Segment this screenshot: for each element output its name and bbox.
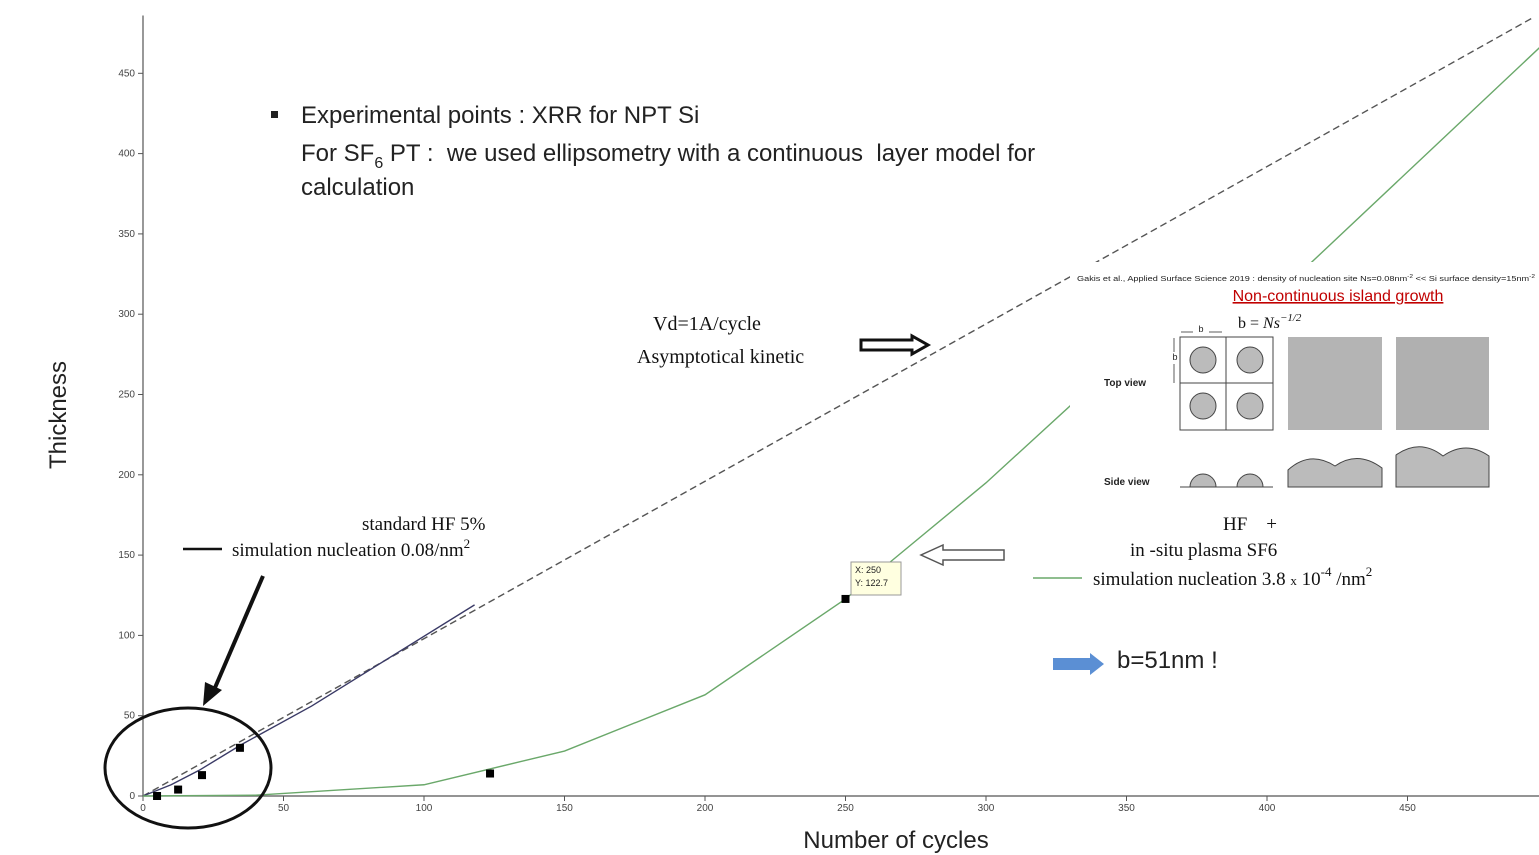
island-profile	[1236, 473, 1264, 488]
note-text: PT : we used ellipsometry with a continu…	[383, 140, 1035, 167]
x-tick-label: 350	[1118, 803, 1135, 814]
formula-text: Ns	[1262, 315, 1280, 332]
citation-text: Gakis et al., Applied Surface Science 20…	[1077, 276, 1407, 283]
note-line: For SF6 PT : we used ellipsometry with a…	[301, 140, 1035, 172]
island	[1236, 392, 1264, 420]
b-side-label: b	[1172, 352, 1177, 362]
datatip	[850, 561, 902, 596]
y-tick-label: 0	[129, 791, 135, 802]
y-tick-label: 200	[118, 470, 135, 481]
citation-sup: -2	[1407, 274, 1413, 280]
y-tick-label: 450	[118, 68, 135, 79]
legend-text: simulation nucleation 0.08/nm	[232, 540, 464, 561]
x-tick-label: 300	[978, 803, 995, 814]
legend-text: HF +	[1223, 514, 1277, 535]
arrow	[1053, 653, 1104, 675]
legend-text: 10	[1297, 569, 1321, 590]
series-line	[142, 604, 475, 797]
legend-text: /nm	[1331, 569, 1366, 590]
x-tick-label: 150	[556, 803, 573, 814]
citation-sup: -2	[1529, 274, 1535, 280]
x-tick-label: 250	[837, 803, 854, 814]
y-tick-label: 150	[118, 550, 135, 561]
annotation: Vd=1A/cycle	[653, 313, 761, 335]
x-axis-label: Number of cycles	[803, 827, 988, 854]
note-line: calculation	[301, 174, 414, 201]
x-tick-label: 100	[416, 803, 433, 814]
legend-text: x	[1290, 573, 1297, 588]
formula-sup: −1/2	[1280, 312, 1302, 324]
highlight-ellipse	[103, 706, 273, 830]
data-point	[235, 743, 244, 752]
plot-area: 0 50 100 150 200 250 300 350 400 450 0 50 100 150 200 2…	[118, 15, 1539, 814]
legend-sup: 2	[464, 536, 471, 551]
film-profile	[1395, 446, 1490, 488]
y-axis-label: Thickness	[45, 361, 72, 469]
formula-text: b =	[1238, 315, 1263, 332]
data-point	[174, 785, 183, 794]
legend-sup: 2	[1366, 564, 1373, 579]
citation-text: << Si surface density=15nm	[1413, 276, 1529, 283]
datatip-text: X: 250	[855, 565, 881, 575]
island	[1189, 392, 1217, 420]
legend-text: simulation nucleation 3.8	[1093, 569, 1290, 590]
continuous-film	[1396, 337, 1489, 430]
datatip-text: Y: 122.7	[855, 578, 888, 588]
data-point	[841, 594, 850, 603]
note-line: Experimental points : XRR for NPT Si	[301, 102, 699, 129]
coalesced-profile	[1287, 458, 1383, 488]
side-view-diagram	[1180, 446, 1490, 488]
y-tick-label: 50	[124, 711, 136, 722]
note-text: For SF	[301, 140, 374, 167]
inset-title: Non-continuous island growth	[1233, 288, 1444, 305]
arrow-head	[203, 682, 222, 706]
y-tick-label: 400	[118, 149, 135, 160]
legend-sup: -4	[1321, 564, 1332, 579]
island-profile	[1189, 473, 1217, 488]
legend-text: standard HF 5%	[362, 514, 486, 535]
side-view-label: Side view	[1104, 477, 1150, 488]
coalesced-islands	[1288, 337, 1382, 430]
annotation: Asymptotical kinetic	[637, 346, 804, 368]
bullet	[271, 111, 278, 118]
data-point	[198, 771, 207, 780]
y-tick-label: 350	[118, 229, 135, 240]
island	[1236, 346, 1264, 374]
x-tick-label: 0	[140, 803, 146, 814]
overlay: Gakis et al., Applied Surface Science 20…	[45, 102, 1539, 854]
arrow	[859, 333, 932, 357]
legend-text: in -situ plasma SF6	[1130, 540, 1277, 561]
x-tick-label: 50	[278, 803, 290, 814]
legend-text: simulation nucleation 3.8 x 10-4 /nm2	[1093, 564, 1372, 590]
b-top-label: b	[1198, 324, 1203, 334]
data-point	[486, 769, 495, 778]
inset-citation: Gakis et al., Applied Surface Science 20…	[1077, 274, 1535, 283]
y-tick-label: 300	[118, 309, 135, 320]
legend-text: simulation nucleation 0.08/nm2	[232, 536, 470, 561]
x-tick-label: 400	[1259, 803, 1276, 814]
x-tick-label: 200	[697, 803, 714, 814]
annotation: b=51nm !	[1117, 647, 1218, 674]
top-view-diagram	[1179, 336, 1489, 431]
note-sub: 6	[374, 155, 383, 172]
data-point	[153, 792, 162, 800]
y-tick-label: 100	[118, 630, 135, 641]
x-tick-label: 450	[1399, 803, 1416, 814]
y-tick-label: 250	[118, 390, 135, 401]
inset-formula: b = Ns−1/2	[1238, 312, 1302, 332]
top-view-label: Top view	[1104, 378, 1146, 389]
arrow	[212, 575, 265, 691]
arrow	[919, 543, 1005, 567]
island	[1189, 346, 1217, 374]
